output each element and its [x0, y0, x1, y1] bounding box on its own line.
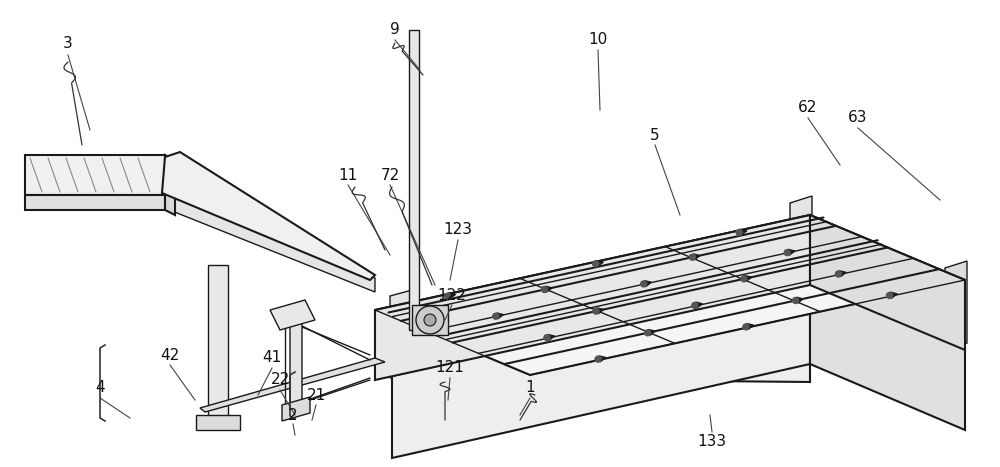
Circle shape: [493, 313, 499, 319]
Polygon shape: [162, 193, 375, 292]
Polygon shape: [200, 358, 385, 412]
Text: 1: 1: [525, 381, 535, 396]
Text: 3: 3: [63, 36, 73, 51]
Circle shape: [835, 271, 841, 277]
Circle shape: [445, 293, 451, 299]
Text: 22: 22: [270, 373, 290, 388]
Circle shape: [541, 287, 547, 292]
Circle shape: [645, 330, 651, 336]
Text: 72: 72: [380, 168, 400, 183]
Circle shape: [593, 308, 599, 314]
Text: 123: 123: [444, 222, 473, 238]
Circle shape: [743, 324, 749, 330]
Circle shape: [784, 249, 790, 255]
Polygon shape: [392, 282, 810, 458]
Polygon shape: [196, 415, 240, 430]
Circle shape: [544, 335, 550, 341]
Polygon shape: [810, 282, 965, 430]
Polygon shape: [390, 290, 412, 378]
Circle shape: [741, 276, 747, 282]
Polygon shape: [375, 215, 810, 380]
Polygon shape: [392, 282, 965, 376]
Text: 42: 42: [160, 347, 180, 362]
Text: 122: 122: [438, 288, 466, 303]
Circle shape: [692, 303, 698, 308]
Polygon shape: [409, 30, 419, 330]
Polygon shape: [25, 195, 165, 210]
Circle shape: [593, 261, 599, 267]
Polygon shape: [670, 241, 692, 330]
Polygon shape: [162, 152, 375, 280]
Circle shape: [595, 356, 601, 362]
Polygon shape: [810, 215, 965, 350]
Text: 10: 10: [588, 33, 608, 48]
Text: 133: 133: [697, 434, 727, 450]
Text: 11: 11: [338, 168, 358, 183]
Circle shape: [887, 292, 893, 298]
Circle shape: [736, 229, 742, 235]
Polygon shape: [375, 215, 965, 375]
Polygon shape: [282, 397, 310, 421]
Circle shape: [689, 254, 695, 260]
Circle shape: [416, 306, 444, 334]
Polygon shape: [790, 196, 812, 285]
Circle shape: [424, 314, 436, 326]
Polygon shape: [208, 265, 228, 420]
Text: 21: 21: [306, 389, 326, 403]
Circle shape: [641, 281, 647, 287]
Polygon shape: [25, 155, 165, 195]
Polygon shape: [392, 282, 810, 382]
Text: 9: 9: [390, 22, 400, 37]
Text: 5: 5: [650, 127, 660, 142]
Polygon shape: [412, 305, 448, 335]
Circle shape: [793, 297, 799, 304]
Text: 121: 121: [436, 361, 464, 375]
Text: 41: 41: [262, 351, 282, 366]
Text: 62: 62: [798, 100, 818, 115]
Polygon shape: [165, 155, 175, 215]
Text: 63: 63: [848, 111, 868, 126]
Polygon shape: [540, 282, 562, 370]
Polygon shape: [290, 316, 302, 409]
Text: 4: 4: [95, 381, 105, 396]
Polygon shape: [270, 300, 315, 330]
Text: 2: 2: [288, 408, 298, 423]
Polygon shape: [945, 261, 967, 350]
